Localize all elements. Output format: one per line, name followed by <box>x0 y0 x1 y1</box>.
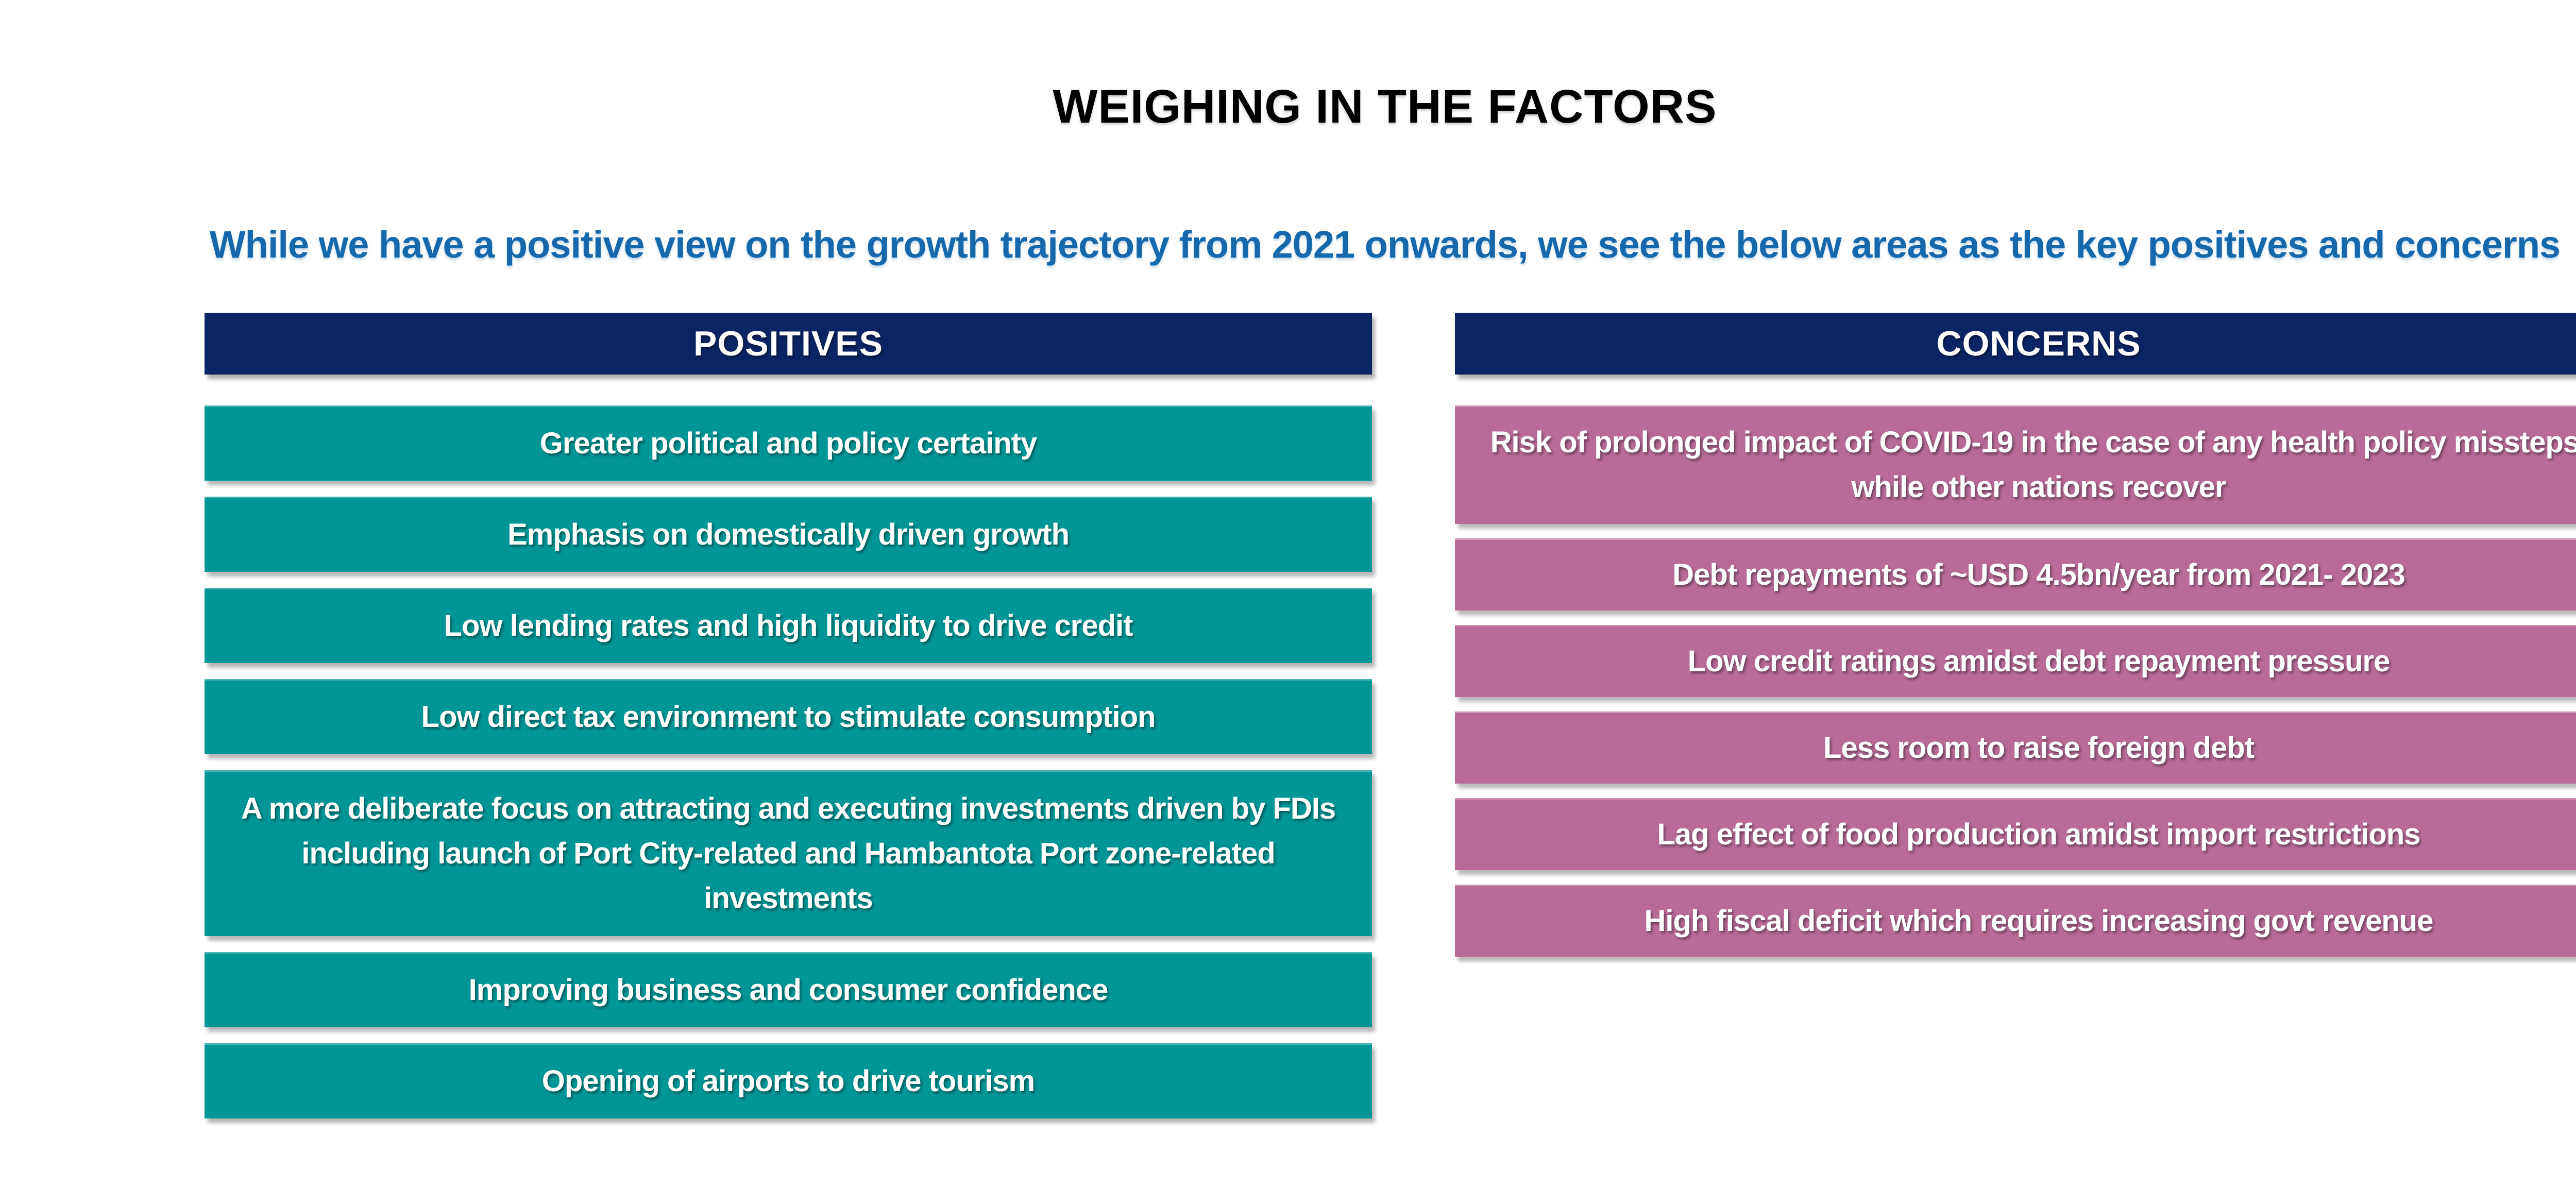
concerns-column: CONCERNS Risk of prolonged impact of COV… <box>1455 313 2576 957</box>
concerns-list: Risk of prolonged impact of COVID-19 in … <box>1455 405 2576 957</box>
positive-item: A more deliberate focus on attracting an… <box>205 770 1372 936</box>
positive-item: Low direct tax environment to stimulate … <box>205 679 1372 754</box>
positive-item: Greater political and policy certainty <box>205 405 1372 481</box>
positives-list: Greater political and policy certainty E… <box>205 405 1372 1118</box>
positive-item: Low lending rates and high liquidity to … <box>205 588 1372 663</box>
positive-item: Improving business and consumer confiden… <box>205 952 1372 1027</box>
page-title: WEIGHING IN THE FACTORS <box>1053 80 1717 133</box>
positives-header: POSITIVES <box>205 313 1372 375</box>
concerns-header: CONCERNS <box>1455 313 2576 375</box>
concern-item: Low credit ratings amidst debt repayment… <box>1455 625 2576 697</box>
slide-subtitle: While we have a positive view on the gro… <box>209 223 2561 266</box>
positives-column: POSITIVES Greater political and policy c… <box>205 313 1372 1118</box>
concern-item: Risk of prolonged impact of COVID-19 in … <box>1455 405 2576 524</box>
concern-item: High fiscal deficit which requires incre… <box>1455 885 2576 957</box>
positive-item: Opening of airports to drive tourism <box>205 1043 1372 1118</box>
positive-item: Emphasis on domestically driven growth <box>205 497 1372 572</box>
concern-item: Lag effect of food production amidst imp… <box>1455 798 2576 870</box>
concern-item: Less room to raise foreign debt <box>1455 711 2576 784</box>
concern-item: Debt repayments of ~USD 4.5bn/year from … <box>1455 538 2576 611</box>
